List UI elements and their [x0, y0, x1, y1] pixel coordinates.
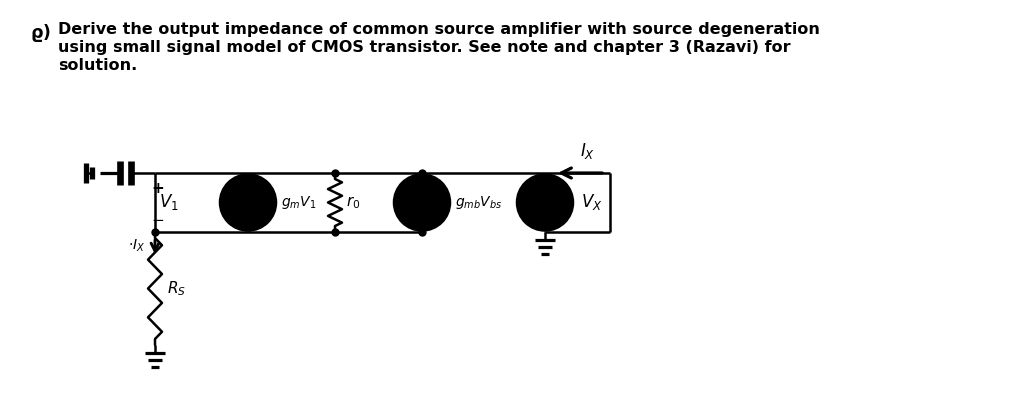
- Text: $-$: $-$: [151, 211, 164, 226]
- Text: $R_S$: $R_S$: [167, 279, 186, 298]
- Text: $V_X$: $V_X$: [581, 193, 603, 213]
- Text: +: +: [550, 183, 563, 198]
- Text: Derive the output impedance of common source amplifier with source degeneration: Derive the output impedance of common so…: [58, 22, 819, 37]
- Text: $\cdot I_X$: $\cdot I_X$: [127, 238, 145, 254]
- Text: $g_m V_1$: $g_m V_1$: [281, 194, 317, 211]
- Text: $g_{mb}V_{bs}$: $g_{mb}V_{bs}$: [455, 194, 502, 211]
- Text: $-$: $-$: [550, 209, 563, 224]
- Text: +: +: [151, 181, 164, 196]
- Text: $\mathbf{\varrho}$): $\mathbf{\varrho}$): [30, 22, 51, 44]
- Text: solution.: solution.: [58, 58, 137, 73]
- Circle shape: [394, 175, 450, 231]
- Text: using small signal model of CMOS transistor. See note and chapter 3 (Razavi) for: using small signal model of CMOS transis…: [58, 40, 791, 55]
- Text: $I_X$: $I_X$: [580, 141, 596, 161]
- Circle shape: [517, 175, 573, 231]
- Text: $r_0$: $r_0$: [346, 194, 360, 211]
- Text: $V_1$: $V_1$: [159, 193, 179, 213]
- Circle shape: [220, 175, 276, 231]
